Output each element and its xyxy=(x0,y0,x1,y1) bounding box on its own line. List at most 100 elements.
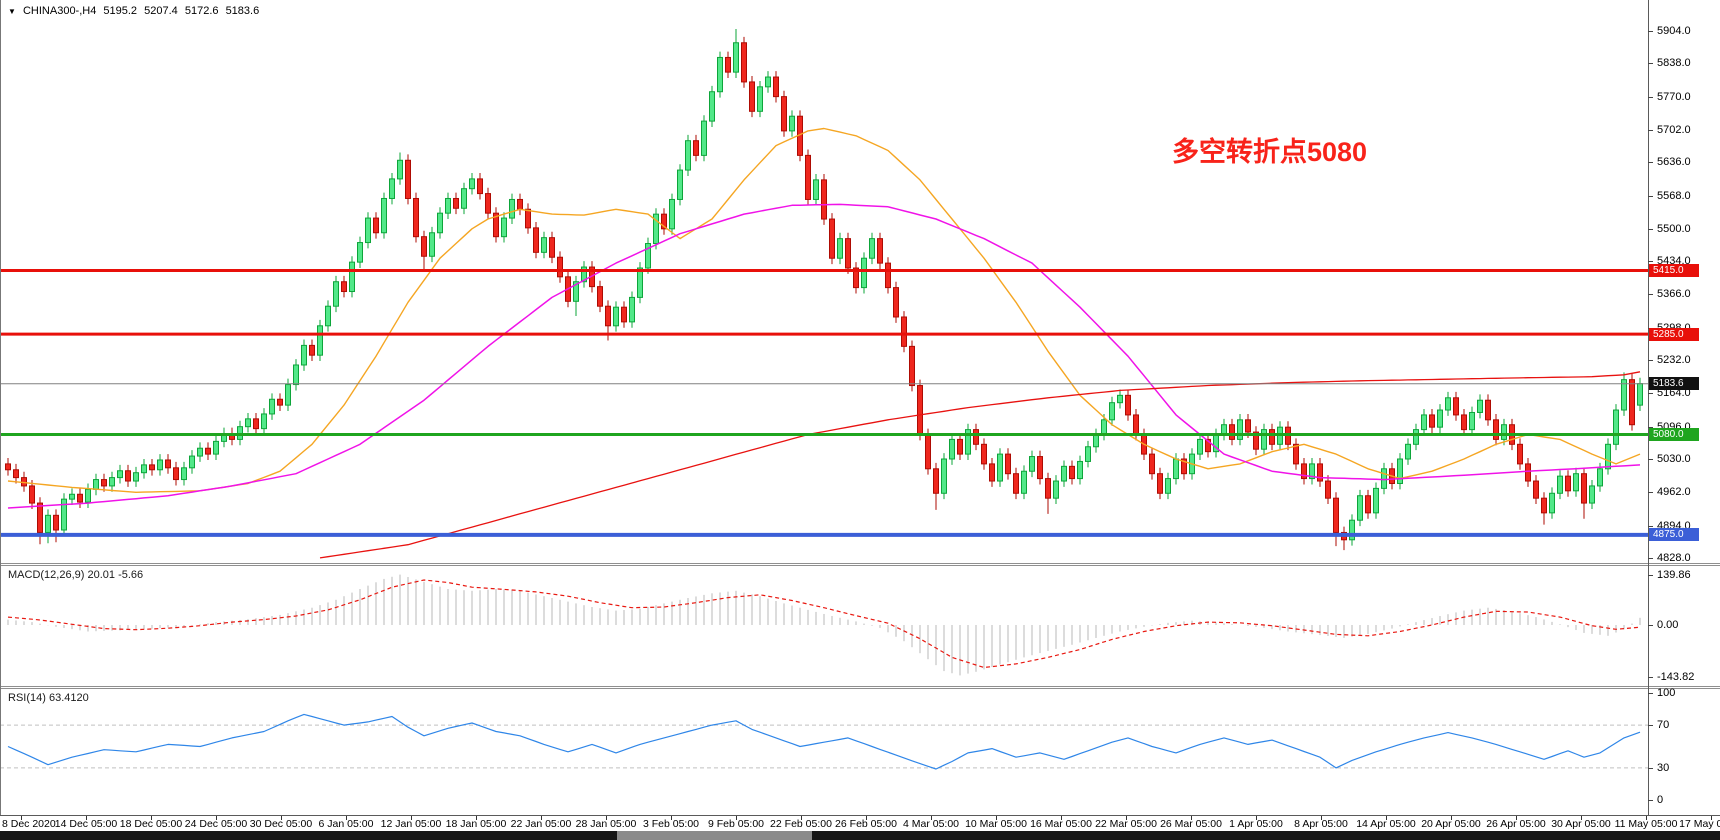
candle-body xyxy=(1077,460,1083,480)
candle-body xyxy=(1237,419,1243,440)
time-axis-tick xyxy=(1256,816,1257,820)
candle-body xyxy=(709,91,715,122)
quote-low: 5172.6 xyxy=(184,5,219,17)
price-axis-label-tick xyxy=(1648,97,1653,98)
rsi-axis-label-tick xyxy=(1648,725,1653,726)
candle-body xyxy=(1325,480,1331,499)
candle-body xyxy=(557,256,563,278)
candle-body xyxy=(1581,473,1587,504)
macd-axis-label: 139.86 xyxy=(1657,569,1691,581)
quote-high: 5207.4 xyxy=(144,5,178,17)
candle-body xyxy=(1037,456,1043,480)
symbol-dropdown-icon[interactable]: ▼ xyxy=(8,7,16,16)
macd-histogram xyxy=(7,574,1641,676)
candle-body xyxy=(1485,399,1491,421)
time-axis-label: 6 Jan 05:00 xyxy=(318,818,374,830)
candle-body xyxy=(517,198,523,210)
candle-body xyxy=(1205,438,1211,453)
price-axis-label-tick xyxy=(1648,229,1653,230)
price-axis-label-tick xyxy=(1648,459,1653,460)
price-axis-label-tick xyxy=(1648,294,1653,295)
time-axis-tick xyxy=(801,816,802,820)
candle-body xyxy=(157,459,163,471)
time-axis-label: 11 May 05:00 xyxy=(1614,818,1678,830)
candle-body xyxy=(1445,397,1451,411)
candle-body xyxy=(629,296,635,323)
candle-body xyxy=(405,159,411,199)
ma-mid-magenta-line xyxy=(7,203,1641,509)
rsi-value: 63.4120 xyxy=(48,692,89,704)
candle-body xyxy=(429,232,435,257)
bottom-edge-gap xyxy=(617,831,812,840)
candle-body xyxy=(1301,463,1307,480)
candle-body xyxy=(1109,402,1115,421)
time-axis-tick xyxy=(1451,816,1452,820)
price-axis-label: 5500.0 xyxy=(1657,223,1691,235)
candle-body xyxy=(1117,394,1123,404)
candle-body xyxy=(13,469,19,479)
price-axis-label: 5838.0 xyxy=(1657,57,1691,69)
price-axis-label-tick xyxy=(1648,360,1653,361)
price-axis-label: 5568.0 xyxy=(1657,190,1691,202)
candle-body xyxy=(701,120,707,156)
time-axis-tick xyxy=(996,816,997,820)
chart-text-annotation[interactable]: 多空转折点5080 xyxy=(1172,137,1368,167)
macd-axis-label: -143.82 xyxy=(1657,671,1695,683)
candle-body xyxy=(893,287,899,318)
candle-body xyxy=(333,281,339,307)
candle-body xyxy=(717,56,723,93)
panel-divider-macd-rsi[interactable] xyxy=(0,686,1720,689)
time-axis-label: 12 Jan 05:00 xyxy=(380,818,442,830)
candle-body xyxy=(493,212,499,238)
price-chart-canvas[interactable] xyxy=(0,0,1648,563)
candle-body xyxy=(389,178,395,199)
candle-body xyxy=(821,179,827,220)
time-axis-tick xyxy=(931,816,932,820)
candle-body xyxy=(693,140,699,156)
candle-body xyxy=(1413,429,1419,445)
candle-body xyxy=(1309,463,1315,480)
macd-values: 20.01 -5.66 xyxy=(87,569,144,581)
rsi-name: RSI(14) xyxy=(8,692,46,704)
price-axis-label-tick xyxy=(1648,162,1653,163)
macd-panel-canvas[interactable] xyxy=(0,566,1648,686)
candle-body xyxy=(781,96,787,132)
time-axis-tick xyxy=(346,816,347,820)
candle-body xyxy=(597,286,603,307)
price-axis-label: 5164.0 xyxy=(1657,387,1691,399)
candle-body xyxy=(949,438,955,460)
candle-body xyxy=(445,197,451,214)
candle-body xyxy=(1333,497,1339,533)
candle-body xyxy=(837,238,843,259)
chart-left-border xyxy=(0,0,1,815)
candle-body xyxy=(1101,419,1107,436)
time-axis-label: 1 Apr 05:00 xyxy=(1229,818,1283,830)
candle-body xyxy=(549,237,555,258)
rsi-panel-canvas[interactable] xyxy=(0,689,1648,815)
candle-body xyxy=(1357,495,1363,521)
price-axis-badge-4875.0: 4875.0 xyxy=(1649,528,1699,541)
candle-body xyxy=(109,477,115,487)
panel-divider-main-macd[interactable] xyxy=(0,563,1720,566)
candle-body xyxy=(741,42,747,83)
candle-body xyxy=(1557,475,1563,494)
candle-body xyxy=(365,217,371,244)
candle-body xyxy=(1245,419,1251,433)
price-axis-label: 5904.0 xyxy=(1657,25,1691,37)
candle-body xyxy=(677,169,683,200)
candle-body xyxy=(973,429,979,445)
candle-body xyxy=(525,208,531,229)
candle-body xyxy=(1405,443,1411,460)
time-axis-label: 26 Mar 05:00 xyxy=(1160,818,1222,830)
candle-body xyxy=(1085,446,1091,462)
time-axis-label: 10 Mar 05:00 xyxy=(965,818,1027,830)
time-axis-tick xyxy=(1191,816,1192,820)
candle-body xyxy=(533,227,539,253)
candle-body xyxy=(1461,414,1467,431)
time-axis-label: 14 Dec 05:00 xyxy=(54,818,118,830)
time-axis-tick xyxy=(1061,816,1062,820)
candle-body xyxy=(285,384,291,406)
time-axis-label: 9 Feb 05:00 xyxy=(707,818,765,830)
time-axis-label: 3 Feb 05:00 xyxy=(642,818,700,830)
candle-body xyxy=(253,418,259,430)
